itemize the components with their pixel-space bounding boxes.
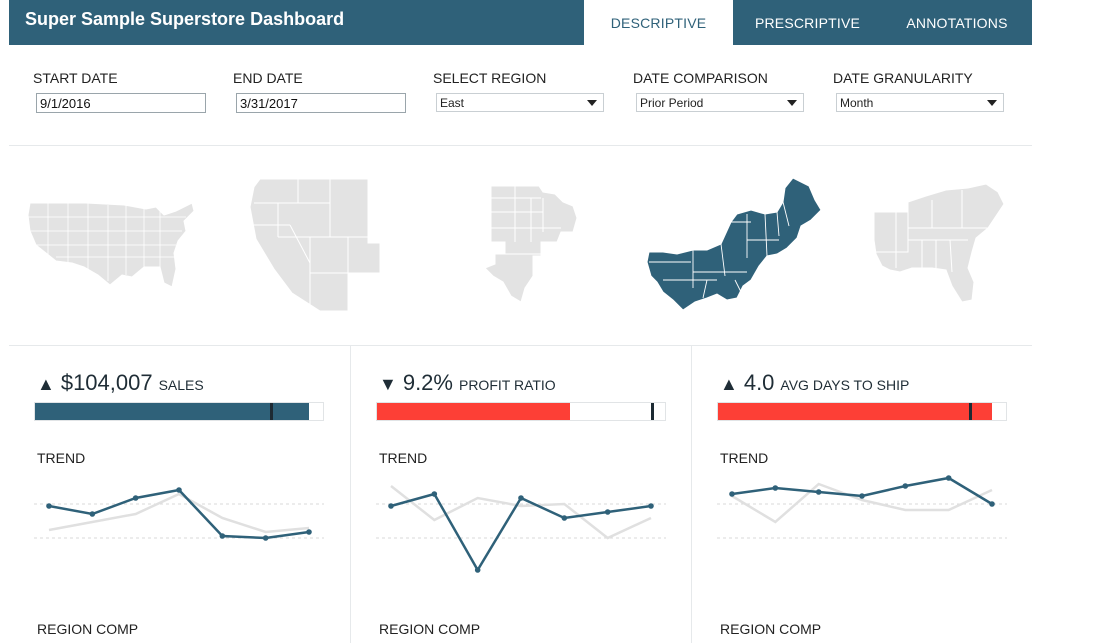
kpi-sales-label: SALES: [158, 377, 204, 393]
dashboard-title: Super Sample Superstore Dashboard: [25, 9, 345, 29]
trend-point[interactable]: [902, 483, 909, 489]
trend-point[interactable]: [945, 475, 952, 481]
trend-label: TREND: [37, 450, 86, 466]
trend-point[interactable]: [729, 491, 735, 497]
end-date-label: END DATE: [233, 70, 303, 86]
trend-point[interactable]: [561, 515, 568, 521]
date-comparison-label: DATE COMPARISON: [633, 70, 768, 86]
header-bar: Super Sample Superstore Dashboard DESCRI…: [9, 0, 1032, 45]
previous-period-line: [731, 482, 993, 524]
region-comp-label: REGION COMP: [379, 621, 481, 637]
kpi-profit-ratio: ▼ 9.2% PROFIT RATIO: [379, 370, 556, 396]
kpi-avg-days-to-ship-value: 4.0: [743, 370, 775, 395]
tab-prescriptive[interactable]: PRESCRIPTIVE: [754, 14, 861, 31]
date-comparison-value: Prior Period: [640, 96, 704, 110]
date-granularity-filter: DATE GRANULARITY Month: [833, 70, 1004, 112]
trend-label: TREND: [379, 450, 428, 466]
map-central[interactable]: [481, 184, 581, 304]
kpi-avg-days-to-ship: ▲ 4.0 AVG DAYS TO SHIP: [720, 370, 909, 396]
chevron-down-icon: [587, 100, 597, 106]
end-date-input[interactable]: [236, 93, 406, 113]
kpi-avg-days-to-ship-bar: [717, 402, 1007, 421]
trend-point[interactable]: [431, 491, 438, 497]
divider: [9, 345, 1032, 346]
end-date-filter: END DATE: [233, 70, 406, 113]
date-comparison-filter: DATE COMPARISON Prior Period: [633, 70, 804, 112]
chevron-down-icon: [787, 100, 797, 106]
kpi-profit-ratio-value: 9.2%: [402, 370, 453, 395]
trend-point[interactable]: [132, 495, 139, 501]
region-comp-label: REGION COMP: [37, 621, 139, 637]
kpi-sales-bar-fill: [35, 403, 309, 420]
trend-point[interactable]: [648, 503, 654, 509]
kpi-profit-ratio-bar: [376, 402, 666, 421]
map-east-selected[interactable]: [647, 176, 822, 312]
kpi-sales: ▲ $104,007 SALES: [37, 370, 204, 396]
trend-point[interactable]: [89, 511, 96, 517]
kpi-sales-value: $104,007: [60, 370, 153, 395]
start-date-input[interactable]: [36, 93, 206, 113]
kpi-sales-reference-marker: [270, 403, 274, 420]
trend-point[interactable]: [474, 567, 481, 573]
region-select[interactable]: East: [436, 93, 604, 112]
start-date-filter: START DATE: [33, 70, 206, 113]
map-west[interactable]: [250, 177, 385, 313]
trend-point[interactable]: [604, 509, 611, 515]
avg-days-to-ship-trend-chart: [717, 475, 1007, 539]
previous-period-line: [390, 485, 652, 540]
trend-point[interactable]: [262, 535, 269, 541]
kpi-panel-profit-ratio: ▼ 9.2% PROFIT RATIO TREND REGION COMP: [350, 346, 691, 643]
date-comparison-select[interactable]: Prior Period: [636, 93, 804, 112]
kpi-sales-bar: [34, 402, 324, 421]
map-south[interactable]: [872, 182, 1007, 304]
region-label: SELECT REGION: [433, 70, 547, 86]
date-granularity-label: DATE GRANULARITY: [833, 70, 973, 86]
trend-point[interactable]: [219, 533, 226, 539]
chevron-down-icon: [987, 100, 997, 106]
trend-point[interactable]: [388, 503, 394, 509]
tab-annotations[interactable]: ANNOTATIONS: [906, 14, 1008, 31]
map-united-states[interactable]: [26, 197, 196, 289]
date-granularity-value: Month: [840, 96, 874, 110]
trend-label: TREND: [720, 450, 769, 466]
tab-descriptive[interactable]: DESCRIPTIVE: [584, 0, 733, 45]
profit-ratio-trend-chart: [376, 485, 666, 573]
triangle-down-icon: ▼: [379, 374, 397, 394]
trend-point[interactable]: [518, 495, 524, 501]
triangle-up-icon: ▲: [720, 374, 738, 394]
kpi-profit-ratio-label: PROFIT RATIO: [458, 377, 556, 393]
dashboard: Super Sample Superstore Dashboard DESCRI…: [9, 0, 1032, 643]
trend-point[interactable]: [772, 485, 779, 491]
sales-trend-chart: [34, 487, 324, 541]
date-granularity-select[interactable]: Month: [836, 93, 1004, 112]
region-filter: SELECT REGION East: [433, 70, 604, 112]
trend-point[interactable]: [989, 501, 995, 507]
divider: [9, 145, 1032, 146]
kpi-avg-days-to-ship-bar-fill: [718, 403, 992, 420]
kpi-profit-ratio-reference-marker: [651, 403, 655, 420]
kpi-panel-avg-days-to-ship: ▲ 4.0 AVG DAYS TO SHIP TREND REGION COMP: [691, 346, 1032, 643]
kpi-avg-days-to-ship-reference-marker: [969, 403, 972, 420]
region-select-value: East: [440, 96, 465, 110]
region-comp-label: REGION COMP: [720, 621, 822, 637]
trend-point[interactable]: [46, 503, 52, 509]
kpi-profit-ratio-bar-fill: [377, 403, 570, 420]
start-date-label: START DATE: [33, 70, 118, 86]
trend-point[interactable]: [306, 529, 312, 535]
kpi-avg-days-to-ship-label: AVG DAYS TO SHIP: [780, 377, 910, 393]
previous-period-line: [48, 492, 310, 534]
kpi-panel-sales: ▲ $104,007 SALES TREND REGION COMP: [9, 346, 350, 643]
trend-point[interactable]: [176, 487, 182, 493]
trend-point[interactable]: [859, 493, 865, 499]
triangle-up-icon: ▲: [37, 374, 55, 394]
trend-point[interactable]: [815, 489, 822, 495]
